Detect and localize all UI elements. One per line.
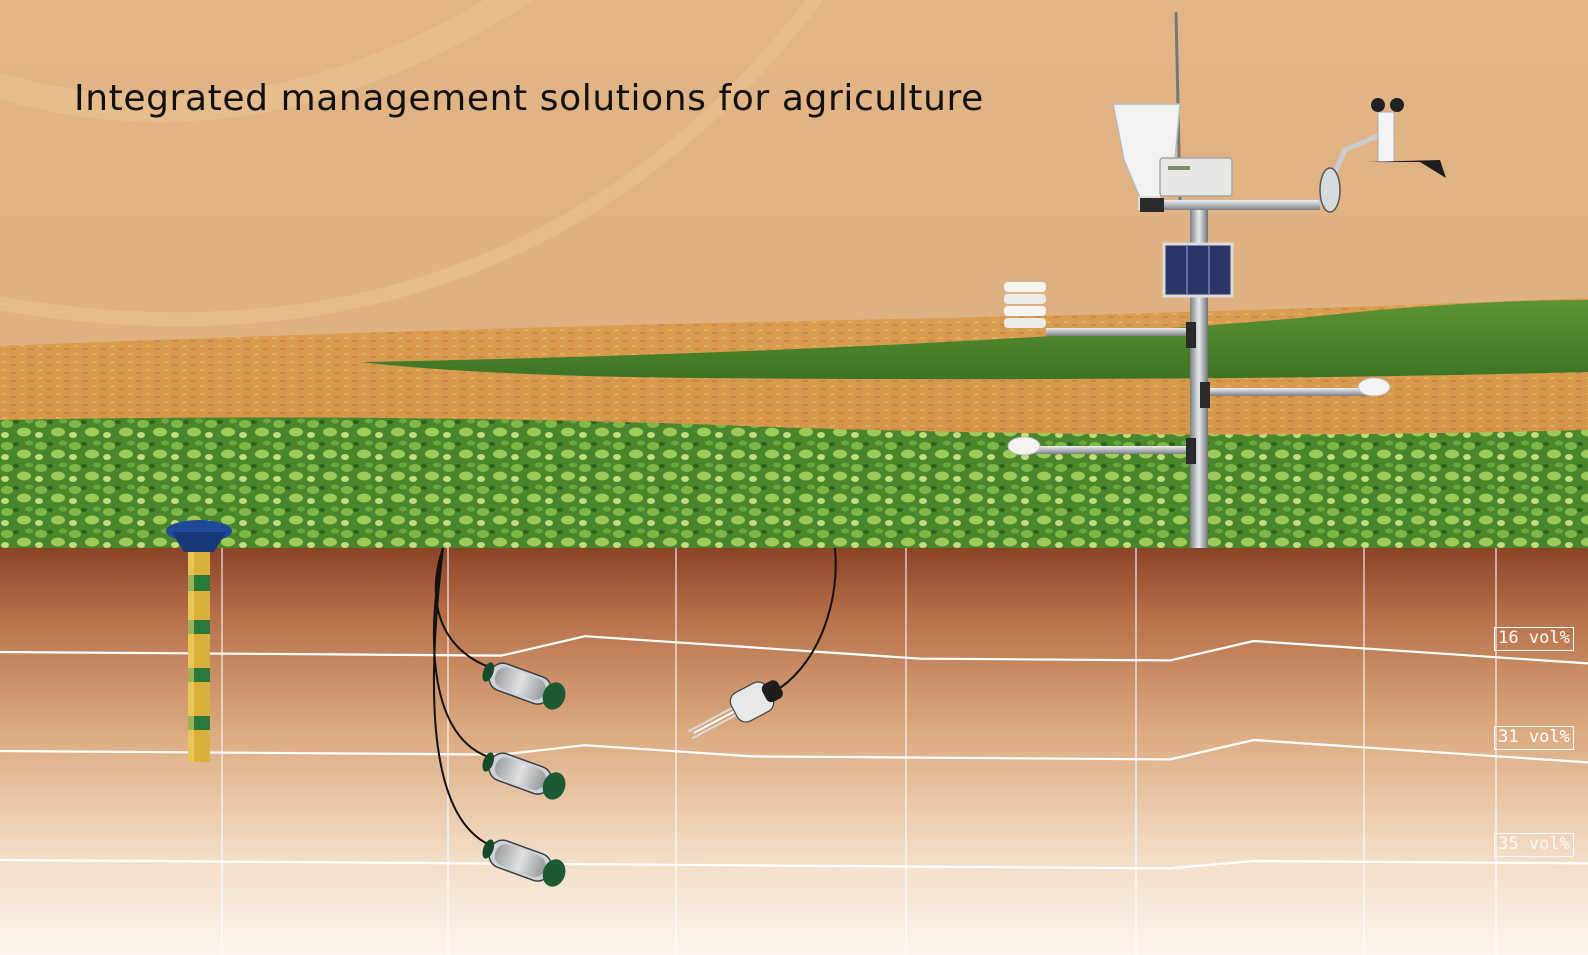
moisture-trace-1 xyxy=(0,635,1588,665)
soil-probe-icon xyxy=(166,520,232,762)
moisture-trace-2 xyxy=(0,738,1588,764)
soil-cross-section xyxy=(0,548,1588,955)
moisture-sensor-icon xyxy=(482,662,566,710)
series-label-35: 35 vol% xyxy=(1494,833,1574,857)
crop-fields xyxy=(0,298,1588,560)
series-label-31: 31 vol% xyxy=(1494,726,1574,750)
tensiometer-icon xyxy=(687,680,783,740)
weather-station-icon xyxy=(1004,11,1446,548)
moisture-trace-3 xyxy=(0,858,1588,870)
decorative-arcs xyxy=(0,0,824,327)
series-label-16: 16 vol% xyxy=(1494,627,1574,651)
moisture-traces xyxy=(0,635,1588,870)
tagline: Integrated management solutions for agri… xyxy=(74,78,984,119)
sensor-cables xyxy=(432,547,837,847)
moisture-sensor-icon xyxy=(482,752,566,800)
moisture-sensor-icon xyxy=(482,839,566,887)
